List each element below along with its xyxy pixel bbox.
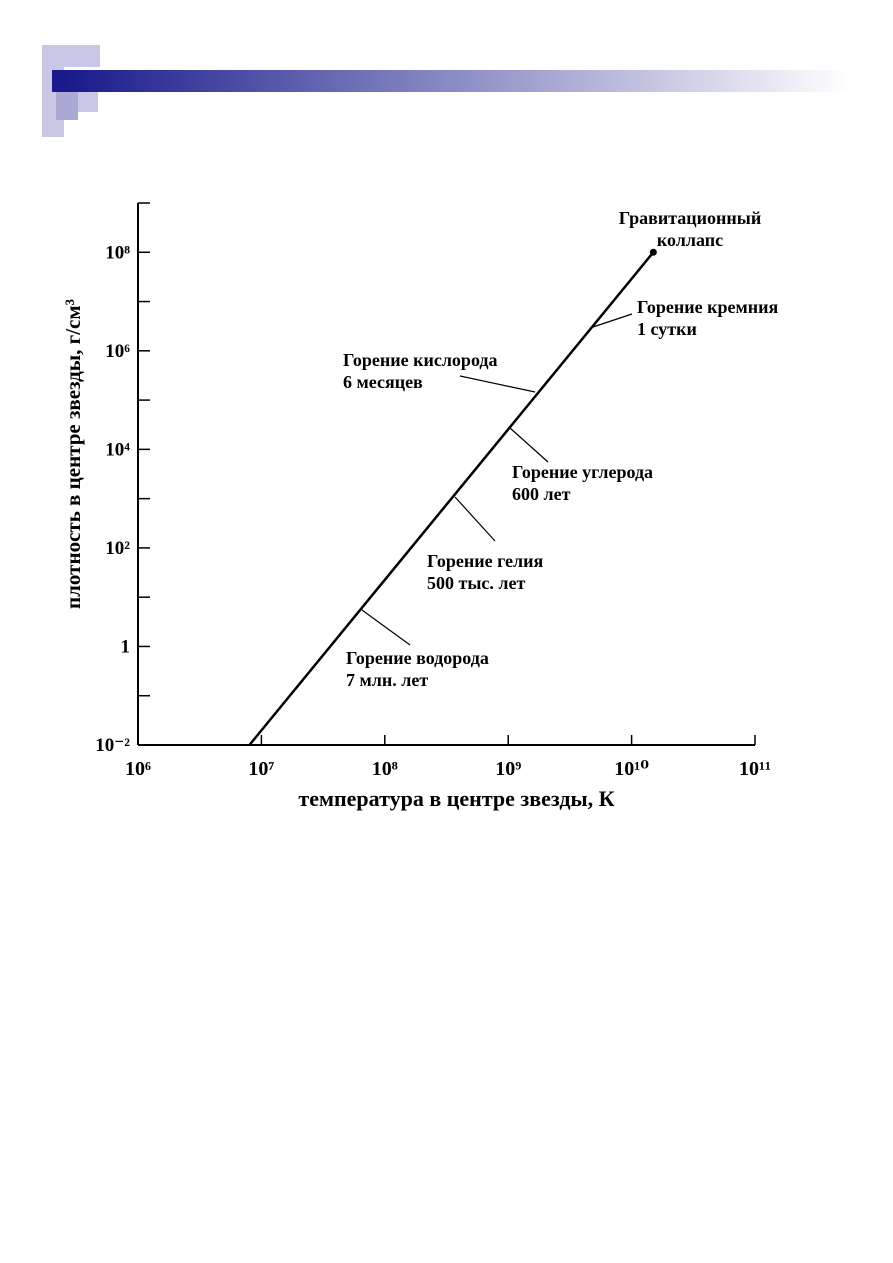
annotation: 600 лет — [512, 484, 571, 504]
chart: 10⁻² 1 10² 10⁴ 10⁶ 10⁸ 10⁶ 10⁷ 10⁸ 10⁹ 10¹⁰ 10¹¹ тем… — [61, 202, 778, 811]
x-tick-label: 10⁶ — [125, 758, 151, 780]
data-line — [248, 251, 655, 746]
y-tick-label: 10⁻² — [95, 735, 130, 756]
annotation: Горение водорода — [346, 648, 489, 668]
x-tick-label: 10⁹ — [495, 758, 521, 780]
leader-line — [454, 496, 496, 542]
annotation: 6 месяцев — [343, 372, 423, 392]
annotation: 500 тыс. лет — [427, 573, 525, 593]
slide-header — [42, 45, 850, 137]
y-tick-label: 10⁸ — [105, 242, 130, 263]
annotation: коллапс — [657, 230, 723, 250]
y-tick-label: 1 — [121, 636, 131, 657]
x-tick-label: 10⁸ — [372, 758, 398, 780]
leader-line — [459, 375, 536, 393]
leader-line — [361, 609, 411, 646]
x-axis-title: температура в центре звезды, К — [298, 786, 614, 811]
x-tick-label: 10⁷ — [248, 758, 274, 780]
annotation: Горение гелия — [427, 551, 543, 571]
annotation: Горение кремния — [637, 297, 778, 317]
annotation: 1 сутки — [637, 319, 697, 339]
annotation: Горение кислорода — [343, 350, 498, 370]
end-point — [649, 248, 657, 256]
chart-area — [45, 185, 850, 815]
y-tick-label: 10² — [105, 538, 130, 559]
annotation: Горение углерода — [512, 462, 653, 482]
x-tick-label: 10¹⁰ — [614, 758, 649, 780]
x-tick-label: 10¹¹ — [739, 758, 771, 780]
y-tick-label: 10⁴ — [105, 439, 130, 460]
leader-line — [589, 313, 633, 329]
y-tick-label: 10⁶ — [105, 341, 130, 362]
leader-line — [509, 427, 549, 463]
annotation: 7 млн. лет — [346, 670, 428, 690]
annotation: Гравитационный — [619, 208, 761, 228]
y-axis-title: плотность в центре звезды, г/см³ — [61, 299, 85, 609]
